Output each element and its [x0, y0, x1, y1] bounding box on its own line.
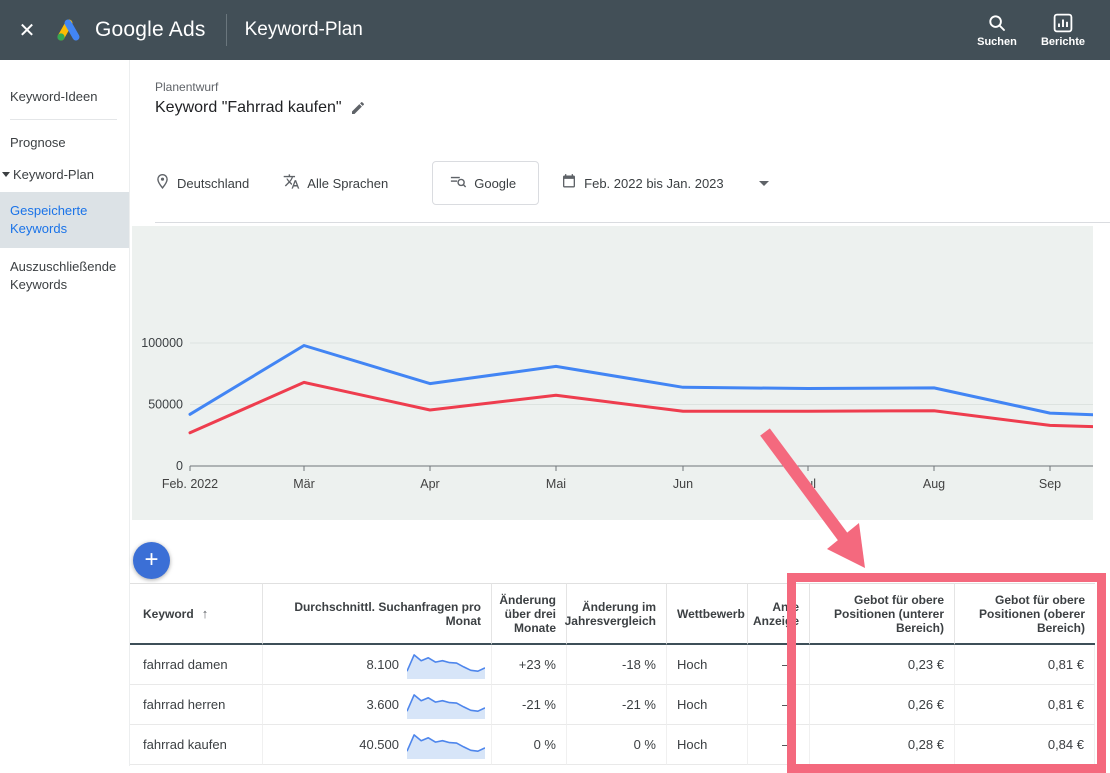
cell-bid-high: 0,81 € — [955, 685, 1095, 725]
svg-text:Aug: Aug — [923, 477, 945, 491]
network-filter[interactable]: Google — [432, 161, 540, 205]
cell-keyword: fahrrad herren — [130, 685, 263, 725]
reports-button[interactable]: Berichte — [1030, 13, 1096, 48]
topbar-divider — [225, 14, 227, 46]
svg-text:Jul: Jul — [800, 477, 816, 491]
cell-change-yoy: 0 % — [567, 725, 667, 765]
section-divider — [155, 222, 1110, 223]
calendar-icon — [561, 173, 577, 193]
svg-text:Mai: Mai — [546, 477, 566, 491]
cell-change-3m: +23 % — [492, 645, 567, 685]
plan-title: Keyword "Fahrrad kaufen" — [155, 99, 342, 116]
translate-icon — [283, 173, 300, 193]
column-header-searches[interactable]: Durchschnittl. Suchanfragen pro Monat — [263, 583, 492, 645]
trend-chart-panel: 0 50000 100000 Feb. 2022 Mär Apr Mai Jun Jul Aug S… — [132, 226, 1110, 520]
cell-competition: Hoch — [667, 685, 748, 725]
cell-searches: 40.500 — [263, 725, 492, 765]
column-header-change-yoy[interactable]: Änderung im Jahresvergleich — [565, 583, 667, 645]
svg-text:50000: 50000 — [148, 398, 183, 412]
cell-keyword: fahrrad kaufen — [130, 725, 263, 765]
sort-ascending-icon: ↑ — [201, 606, 209, 621]
sparkline — [406, 693, 486, 719]
keyword-table: Keyword ↑ Durchschnittl. Suchanfragen pr… — [130, 583, 1095, 765]
plan-draft-label: Planentwurf — [155, 80, 219, 94]
plus-icon: + — [144, 545, 159, 573]
column-header-ad-share[interactable]: Ante Anzeige — [748, 583, 810, 645]
svg-text:Jun: Jun — [673, 477, 693, 491]
column-header-keyword[interactable]: Keyword ↑ — [130, 583, 263, 645]
cell-competition: Hoch — [667, 725, 748, 765]
date-range-filter[interactable]: Feb. 2022 bis Jan. 2023 — [557, 173, 769, 193]
trend-chart: 0 50000 100000 Feb. 2022 Mär Apr Mai Jun Jul Aug S… — [141, 336, 1110, 491]
sparkline-chart — [406, 731, 486, 759]
main-content: Planentwurf Keyword "Fahrrad kaufen" Deu… — [130, 60, 1110, 766]
cell-change-3m: -21 % — [492, 685, 567, 725]
cell-bid-low: 0,26 € — [810, 685, 955, 725]
cell-change-yoy: -18 % — [567, 645, 667, 685]
cell-change-yoy: -21 % — [567, 685, 667, 725]
sidebar-item-prognose[interactable]: Prognose — [10, 135, 66, 150]
sparkline-chart — [406, 651, 486, 679]
sidebar-item-gespeicherte-keywords[interactable]: Gespeicherte Keywords — [0, 192, 129, 248]
add-keywords-button[interactable]: + — [133, 542, 170, 579]
cell-ad-share: — — [748, 685, 810, 725]
sidebar: Keyword-Ideen Prognose Keyword-Plan Gesp… — [0, 60, 130, 766]
topbar: ✕ Google Ads Keyword-Plan Suchen — [0, 0, 1110, 60]
cell-change-3m: 0 % — [492, 725, 567, 765]
sparkline — [406, 653, 486, 679]
column-header-change-3m[interactable]: Änderung über drei Monate — [492, 583, 567, 645]
edit-icon[interactable] — [350, 100, 366, 116]
filter-bar: Deutschland Alle Sprachen Google — [155, 160, 769, 206]
svg-text:Sep: Sep — [1039, 477, 1061, 491]
location-pin-icon — [155, 173, 170, 193]
cell-keyword: fahrrad damen — [130, 645, 263, 685]
bar-chart-icon — [1053, 13, 1073, 33]
svg-text:Mär: Mär — [293, 477, 315, 491]
sparkline — [406, 733, 486, 759]
cell-searches: 8.100 — [263, 645, 492, 685]
chevron-down-icon — [758, 180, 769, 186]
cell-competition: Hoch — [667, 645, 748, 685]
page-title: Keyword-Plan — [244, 19, 363, 40]
svg-text:Apr: Apr — [420, 477, 439, 491]
column-header-bid-low[interactable]: Gebot für obere Positionen (unterer Bere… — [810, 583, 955, 645]
google-ads-logo — [54, 17, 81, 43]
sidebar-item-auszuschliessende-keywords[interactable]: Auszuschließende Keywords — [10, 259, 117, 292]
chevron-down-icon — [2, 172, 10, 177]
cell-bid-low: 0,28 € — [810, 725, 955, 765]
column-header-bid-high[interactable]: Gebot für obere Positionen (oberer Berei… — [955, 583, 1095, 645]
cell-bid-low: 0,23 € — [810, 645, 955, 685]
cell-bid-high: 0,84 € — [955, 725, 1095, 765]
close-icon[interactable]: ✕ — [18, 19, 36, 42]
cell-searches: 3.600 — [263, 685, 492, 725]
sidebar-item-keyword-plan[interactable]: Keyword-Plan — [0, 157, 129, 192]
svg-text:0: 0 — [176, 459, 183, 473]
language-filter[interactable]: Alle Sprachen — [283, 173, 388, 193]
search-network-icon — [449, 174, 467, 193]
svg-text:100000: 100000 — [141, 336, 183, 350]
svg-text:Feb. 2022: Feb. 2022 — [162, 477, 218, 491]
location-filter[interactable]: Deutschland — [155, 173, 249, 193]
cell-ad-share: — — [748, 725, 810, 765]
cell-bid-high: 0,81 € — [955, 645, 1095, 685]
sparkline-chart — [406, 691, 486, 719]
sidebar-divider — [10, 119, 117, 120]
cell-ad-share: — — [748, 645, 810, 685]
search-icon — [987, 13, 1007, 33]
product-name: Google Ads — [95, 18, 206, 41]
column-header-competition[interactable]: Wettbewerb — [667, 583, 748, 645]
sidebar-item-keyword-ideen[interactable]: Keyword-Ideen — [10, 89, 98, 104]
search-button[interactable]: Suchen — [964, 13, 1030, 48]
